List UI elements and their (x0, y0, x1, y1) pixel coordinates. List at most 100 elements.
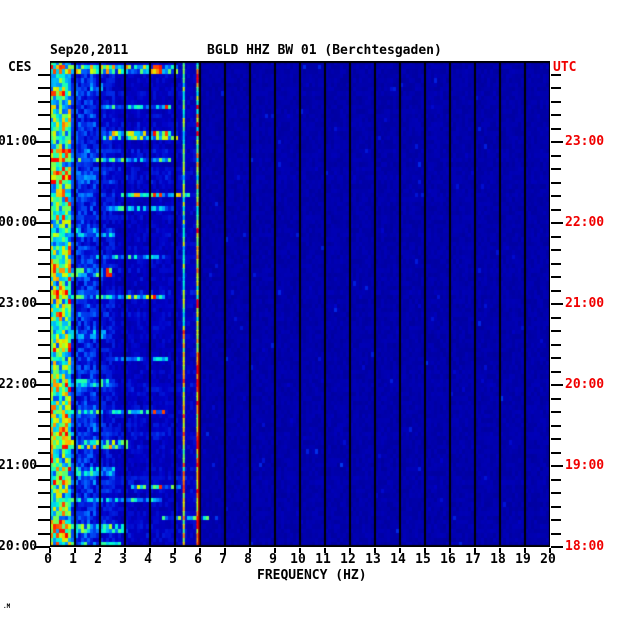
right-minor-tick (551, 182, 561, 184)
left-minor-tick (38, 479, 50, 481)
left-hour-label: 01:00 (0, 134, 38, 149)
freq-tick (49, 548, 51, 553)
freq-tick-label: 17 (465, 552, 481, 567)
frequency-axis-title: FREQUENCY (HZ) (257, 568, 367, 583)
freq-tick (449, 548, 451, 553)
left-minor-tick (38, 492, 50, 494)
freq-tick (374, 548, 376, 553)
right-minor-tick (551, 195, 561, 197)
freq-tick (524, 548, 526, 553)
left-minor-tick (38, 398, 50, 400)
station-title: BGLD HHZ BW 01 (Berchtesgaden) (207, 43, 442, 58)
left-hour-tick (34, 141, 50, 143)
freq-tick-label: 1 (69, 552, 77, 567)
left-hour-tick (34, 303, 50, 305)
freq-tick-label: 13 (365, 552, 381, 567)
left-minor-tick (38, 155, 50, 157)
freq-tick-label: 6 (194, 552, 202, 567)
freq-tick-label: 18 (490, 552, 506, 567)
left-minor-tick (38, 506, 50, 508)
right-minor-tick (551, 330, 561, 332)
freq-tick (274, 548, 276, 553)
left-hour-tick (34, 222, 50, 224)
right-hour-label: 21:00 (565, 296, 605, 311)
right-hour-label: 23:00 (565, 134, 605, 149)
left-minor-tick (38, 371, 50, 373)
left-minor-tick (38, 249, 50, 251)
left-hour-tick (34, 546, 50, 548)
date-label: Sep20,2011 (50, 43, 129, 58)
right-minor-tick (551, 114, 561, 116)
right-minor-tick (551, 74, 561, 76)
right-minor-tick (551, 87, 561, 89)
freq-tick-label: 10 (290, 552, 306, 567)
freq-tick (249, 548, 251, 553)
left-minor-tick (38, 330, 50, 332)
left-minor-tick (38, 290, 50, 292)
right-hour-tick (551, 465, 563, 467)
freq-tick-label: 0 (44, 552, 52, 567)
left-minor-tick (38, 344, 50, 346)
right-minor-tick (551, 425, 561, 427)
left-minor-tick (38, 114, 50, 116)
utc-axis-label: UTC (553, 60, 577, 75)
freq-tick (499, 548, 501, 553)
freq-tick-label: 14 (390, 552, 406, 567)
left-minor-tick (38, 195, 50, 197)
left-minor-tick (38, 128, 50, 130)
right-hour-label: 18:00 (565, 539, 605, 554)
left-hour-label: 21:00 (0, 458, 38, 473)
left-hour-label: 23:00 (0, 296, 38, 311)
freq-tick-label: 11 (315, 552, 331, 567)
right-hour-tick (551, 141, 563, 143)
right-minor-tick (551, 101, 561, 103)
right-minor-tick (551, 236, 561, 238)
freq-tick (349, 548, 351, 553)
freq-tick (324, 548, 326, 553)
freq-tick (174, 548, 176, 553)
freq-tick-label: 12 (340, 552, 356, 567)
freq-tick (149, 548, 151, 553)
left-minor-tick (38, 263, 50, 265)
freq-tick-label: 20 (540, 552, 556, 567)
right-minor-tick (551, 249, 561, 251)
spectrogram-canvas (50, 61, 550, 547)
left-hour-label: 00:00 (0, 215, 38, 230)
right-hour-label: 19:00 (565, 458, 605, 473)
right-minor-tick (551, 168, 561, 170)
left-minor-tick (38, 533, 50, 535)
left-minor-tick (38, 101, 50, 103)
left-minor-tick (38, 168, 50, 170)
right-minor-tick (551, 438, 561, 440)
right-minor-tick (551, 209, 561, 211)
freq-tick (549, 548, 551, 553)
right-minor-tick (551, 411, 561, 413)
freq-tick-label: 19 (515, 552, 531, 567)
freq-tick-label: 8 (244, 552, 252, 567)
left-minor-tick (38, 357, 50, 359)
right-hour-tick (551, 384, 563, 386)
left-minor-tick (38, 425, 50, 427)
left-hour-tick (34, 465, 50, 467)
left-minor-tick (38, 182, 50, 184)
freq-tick-label: 7 (219, 552, 227, 567)
freq-tick-label: 5 (169, 552, 177, 567)
left-minor-tick (38, 519, 50, 521)
right-minor-tick (551, 290, 561, 292)
left-minor-tick (38, 276, 50, 278)
right-minor-tick (551, 357, 561, 359)
left-minor-tick (38, 452, 50, 454)
freq-tick (424, 548, 426, 553)
left-minor-tick (38, 236, 50, 238)
freq-tick-label: 3 (119, 552, 127, 567)
freq-tick-label: 16 (440, 552, 456, 567)
right-minor-tick (551, 263, 561, 265)
right-hour-tick (551, 546, 563, 548)
right-minor-tick (551, 479, 561, 481)
left-minor-tick (38, 74, 50, 76)
right-minor-tick (551, 276, 561, 278)
freq-tick (199, 548, 201, 553)
left-minor-tick (38, 209, 50, 211)
right-hour-tick (551, 222, 563, 224)
cest-axis-label: CES (8, 60, 32, 75)
